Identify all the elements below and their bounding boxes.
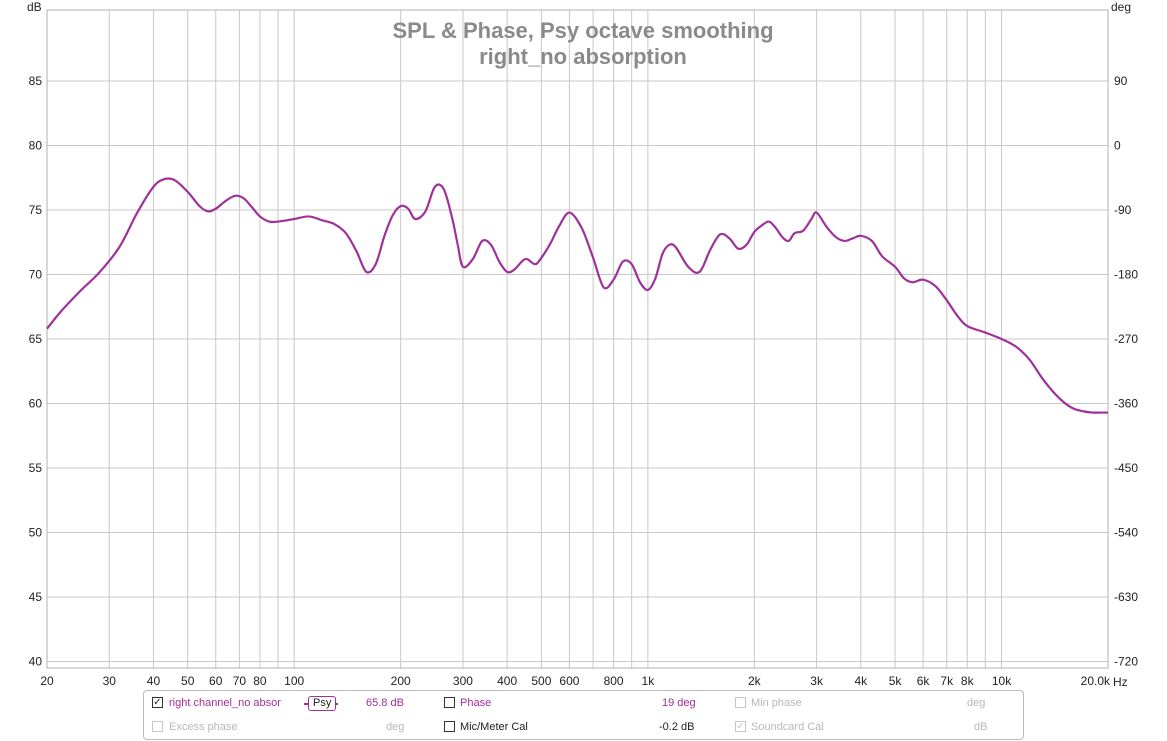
- y-tick-label: 60: [29, 397, 43, 411]
- x-tick-label: 10k: [992, 674, 1012, 688]
- plot-area-frame: [46, 9, 1109, 669]
- excess-phase-checkbox[interactable]: [152, 721, 163, 732]
- series-line-spl: [46, 177, 1108, 414]
- y2-axis-label: deg: [1111, 0, 1131, 14]
- chart-subtitle: right_no absorption: [479, 44, 687, 69]
- y2-tick-label: -180: [1114, 267, 1138, 281]
- x-tick-label: 30: [103, 674, 117, 688]
- series-checkbox[interactable]: ✓: [152, 697, 163, 708]
- y2-tick-label: 0: [1114, 138, 1121, 152]
- y-tick-label: 65: [29, 332, 43, 346]
- x-tick-label: 50: [181, 674, 195, 688]
- soundcard-cal-checkbox[interactable]: ✓: [735, 721, 746, 732]
- y2-axis-ticks: 90 0 -90 -180 -270 -360 -450 -540 -630 -720: [1114, 74, 1138, 669]
- y2-tick-label: -540: [1114, 526, 1138, 540]
- phase-checkbox[interactable]: [444, 697, 455, 708]
- min-phase-label[interactable]: Min phase: [751, 697, 802, 709]
- x-axis-label: Hz: [1113, 675, 1128, 689]
- y2-tick-label: -630: [1114, 590, 1138, 604]
- y-tick-label: 50: [29, 526, 43, 540]
- y-tick-label: 70: [29, 267, 43, 281]
- series-group: [46, 177, 1108, 414]
- y2-tick-label: -90: [1114, 203, 1132, 217]
- spl-phase-chart: 40 45 50 55 60 65 70 75 80 85 90 0 -90 -180 -270 -360 -…: [27, 0, 1138, 689]
- x-tick-label: 5k: [889, 674, 903, 688]
- y-axis-label: dB: [27, 0, 42, 14]
- mic-cal-label[interactable]: Mic/Meter Cal: [460, 721, 528, 733]
- x-tick-label: 80: [253, 674, 267, 688]
- x-tick-label: 60: [209, 674, 223, 688]
- y-tick-label: 45: [29, 590, 43, 604]
- grid-lines: [46, 10, 1109, 668]
- y-tick-label: 55: [29, 461, 43, 475]
- x-tick-label: 200: [391, 674, 411, 688]
- y-tick-label: 75: [29, 203, 43, 217]
- soundcard-cal-label[interactable]: Soundcard Cal: [751, 721, 824, 733]
- y2-tick-label: -720: [1114, 655, 1138, 669]
- x-tick-label: 500: [531, 674, 551, 688]
- min-phase-checkbox[interactable]: [735, 697, 746, 708]
- phase-label[interactable]: Phase: [460, 697, 492, 709]
- x-tick-label: 3k: [810, 674, 824, 688]
- excess-phase-unit: deg: [386, 721, 405, 733]
- x-tick-label: 40: [147, 674, 161, 688]
- x-tick-label: 4k: [854, 674, 868, 688]
- x-tick-label: 7k: [940, 674, 954, 688]
- x-tick-label: 800: [604, 674, 624, 688]
- series-label[interactable]: right channel_no absor: [169, 697, 281, 709]
- x-tick-label: 1k: [642, 674, 656, 688]
- phase-value: 19 deg: [662, 697, 696, 709]
- x-tick-label: 8k: [961, 674, 975, 688]
- x-tick-label: 70: [233, 674, 247, 688]
- spl-value: 65.8 dB: [366, 697, 404, 709]
- x-tick-label: 400: [497, 674, 517, 688]
- x-tick-label: 600: [559, 674, 579, 688]
- smoothing-badge[interactable]: Psy: [308, 696, 337, 711]
- mic-cal-checkbox[interactable]: [444, 721, 455, 732]
- y-tick-label: 40: [29, 655, 43, 669]
- x-tick-label: 20.0k: [1081, 674, 1111, 688]
- y2-tick-label: 90: [1114, 74, 1128, 88]
- soundcard-cal-unit: dB: [974, 721, 988, 733]
- x-tick-label: 100: [284, 674, 304, 688]
- x-tick-label: 6k: [917, 674, 931, 688]
- y2-tick-label: -360: [1114, 397, 1138, 411]
- x-tick-label: 20: [40, 674, 54, 688]
- excess-phase-label[interactable]: Excess phase: [169, 721, 238, 733]
- x-axis-ticks: 20 30 40 50 60 70 80 100 200 300 400 500 600 800 1k 2k 3…: [40, 674, 1111, 688]
- x-tick-label: 300: [453, 674, 473, 688]
- mic-cal-value: -0.2 dB: [659, 721, 695, 733]
- x-tick-label: 2k: [748, 674, 762, 688]
- y2-tick-label: -270: [1114, 332, 1138, 346]
- y2-tick-label: -450: [1114, 461, 1138, 475]
- chart-title: SPL & Phase, Psy octave smoothing: [392, 18, 773, 43]
- y-tick-label: 80: [29, 138, 43, 152]
- y-axis-ticks: 40 45 50 55 60 65 70 75 80 85: [29, 74, 43, 669]
- y-tick-label: 85: [29, 74, 43, 88]
- min-phase-unit: deg: [967, 697, 986, 709]
- legend-panel: ✓ right channel_no absor Psy 65.8 dB Pha…: [143, 690, 1024, 740]
